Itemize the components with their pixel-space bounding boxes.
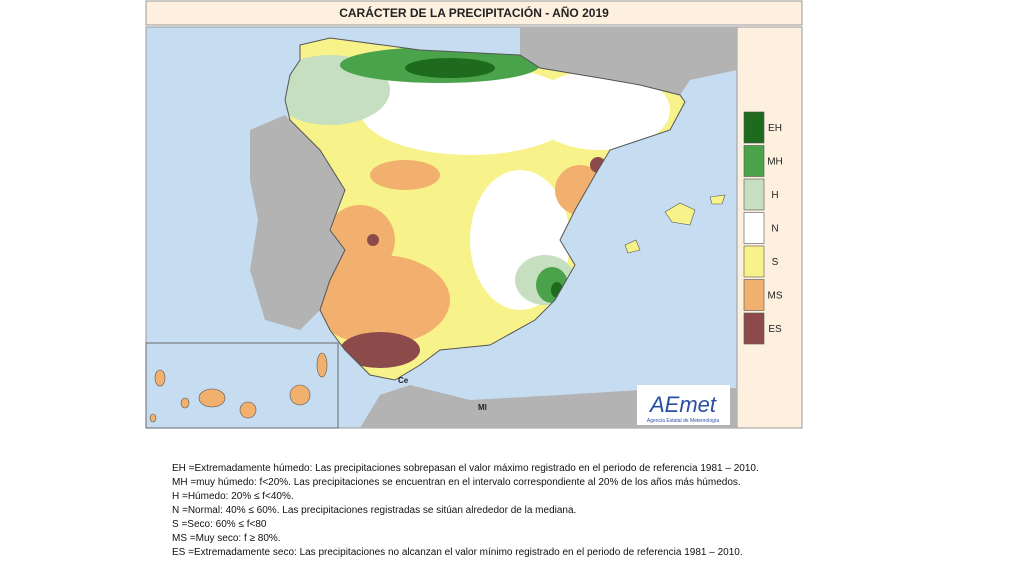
france bbox=[520, 27, 737, 95]
map-title: CARÁCTER DE LA PRECIPITACIÓN - AÑO 2019 bbox=[339, 5, 609, 20]
legend-swatch bbox=[743, 111, 765, 144]
map-label: Ml bbox=[478, 403, 487, 412]
canary-islands bbox=[149, 352, 328, 423]
portugal bbox=[250, 115, 345, 330]
legend-label: N bbox=[771, 224, 778, 235]
definition: S =Seco: 60% ≤ f<80 bbox=[172, 519, 267, 530]
legend-label: MH bbox=[767, 157, 783, 168]
legend-swatch bbox=[743, 212, 765, 244]
map-figure: CARÁCTER DE LA PRECIPITACIÓN - AÑO 2019 … bbox=[145, 0, 803, 429]
definitions: EH =Extremadamente húmedo: Las precipita… bbox=[172, 462, 812, 560]
legend-swatch bbox=[743, 145, 765, 177]
legend-label: ES bbox=[768, 324, 782, 335]
definition: N =Normal: 40% ≤ 60%. Las precipitacione… bbox=[172, 505, 577, 516]
logo-box bbox=[637, 385, 730, 425]
menorca bbox=[709, 194, 726, 205]
logo: AEmet bbox=[648, 392, 717, 417]
legend: EH MH H N S MS ES bbox=[743, 111, 783, 345]
definition: ES =Extremadamente seco: Las precipitaci… bbox=[172, 547, 743, 558]
definition: EH =Extremadamente húmedo: Las precipita… bbox=[172, 463, 759, 474]
legend-swatch bbox=[743, 279, 765, 311]
map-label: Ce bbox=[398, 376, 409, 385]
legend-swatch bbox=[743, 245, 765, 278]
mallorca bbox=[664, 202, 696, 226]
logo-subtitle: Agencia Estatal de Meteorología bbox=[647, 418, 719, 424]
legend-swatch bbox=[743, 312, 765, 345]
legend-label: EH bbox=[768, 123, 782, 134]
legend-label: MS bbox=[768, 291, 783, 302]
legend-label: S bbox=[772, 257, 779, 268]
definition: MH =muy húmedo: f<20%. Las precipitacion… bbox=[172, 477, 741, 488]
title-bar bbox=[145, 0, 803, 26]
ibiza bbox=[624, 239, 641, 254]
legend-swatch bbox=[743, 178, 765, 211]
legend-label: H bbox=[771, 190, 778, 201]
spain-outline bbox=[284, 37, 686, 381]
definition: MS =Muy seco: f ≥ 80%. bbox=[172, 533, 281, 544]
definition: H =Húmedo: 20% ≤ f<40%. bbox=[172, 491, 294, 502]
